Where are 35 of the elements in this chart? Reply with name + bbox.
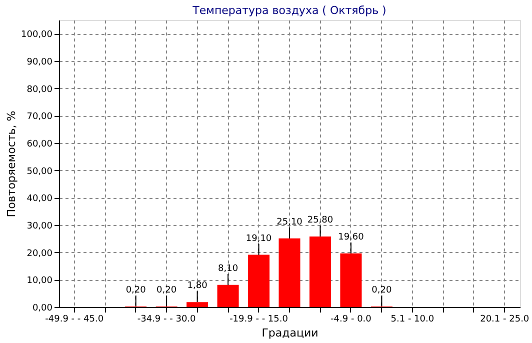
y-tick-label: 20,00	[26, 248, 53, 259]
y-tick-label: 10,00	[26, 276, 53, 286]
data-label: 1,80	[187, 281, 208, 292]
data-label: 25,10	[276, 217, 303, 228]
data-label: 19,10	[246, 234, 272, 244]
y-tick-label: 40,00	[26, 194, 53, 204]
x-tick-label: -49.9 - - 45.0	[45, 314, 104, 324]
x-tick-label: -4.9 - 0.0	[330, 314, 372, 324]
x-tick-label: -34.9 - - 30.0	[137, 314, 196, 324]
y-axis-title: Повторяемость, %	[5, 110, 18, 218]
bar	[217, 284, 239, 307]
x-axis-title: Градации	[262, 326, 318, 340]
x-tick-label: 20.1 - 25.0	[480, 314, 530, 324]
y-tick-label: 80,00	[26, 84, 53, 95]
data-label: 25,80	[307, 216, 334, 226]
y-tick-label: 50,00	[26, 166, 53, 177]
y-tick-label: 70,00	[26, 112, 53, 122]
y-tick-label: 60,00	[26, 140, 53, 150]
data-label: 8,10	[218, 264, 238, 274]
x-tick-label: -19.9 - - 15.0	[230, 314, 288, 324]
x-tick-label: 5.1 - 10.0	[390, 314, 434, 324]
data-label: 0,20	[126, 286, 146, 296]
y-tick-label: 90,00	[26, 58, 53, 68]
chart-title: Температура воздуха ( Октябрь )	[192, 4, 386, 17]
bar	[248, 254, 270, 307]
data-label: 0,20	[156, 286, 177, 296]
bar	[340, 253, 362, 307]
bar	[278, 238, 300, 307]
y-tick-label: 100,00	[21, 30, 53, 40]
data-label: 0,20	[372, 286, 392, 296]
bar	[186, 302, 208, 307]
y-tick-label: 30,00	[26, 222, 53, 232]
bar	[309, 236, 331, 307]
y-tick-label: 0,00	[32, 304, 53, 314]
data-label: 19,60	[338, 232, 364, 242]
